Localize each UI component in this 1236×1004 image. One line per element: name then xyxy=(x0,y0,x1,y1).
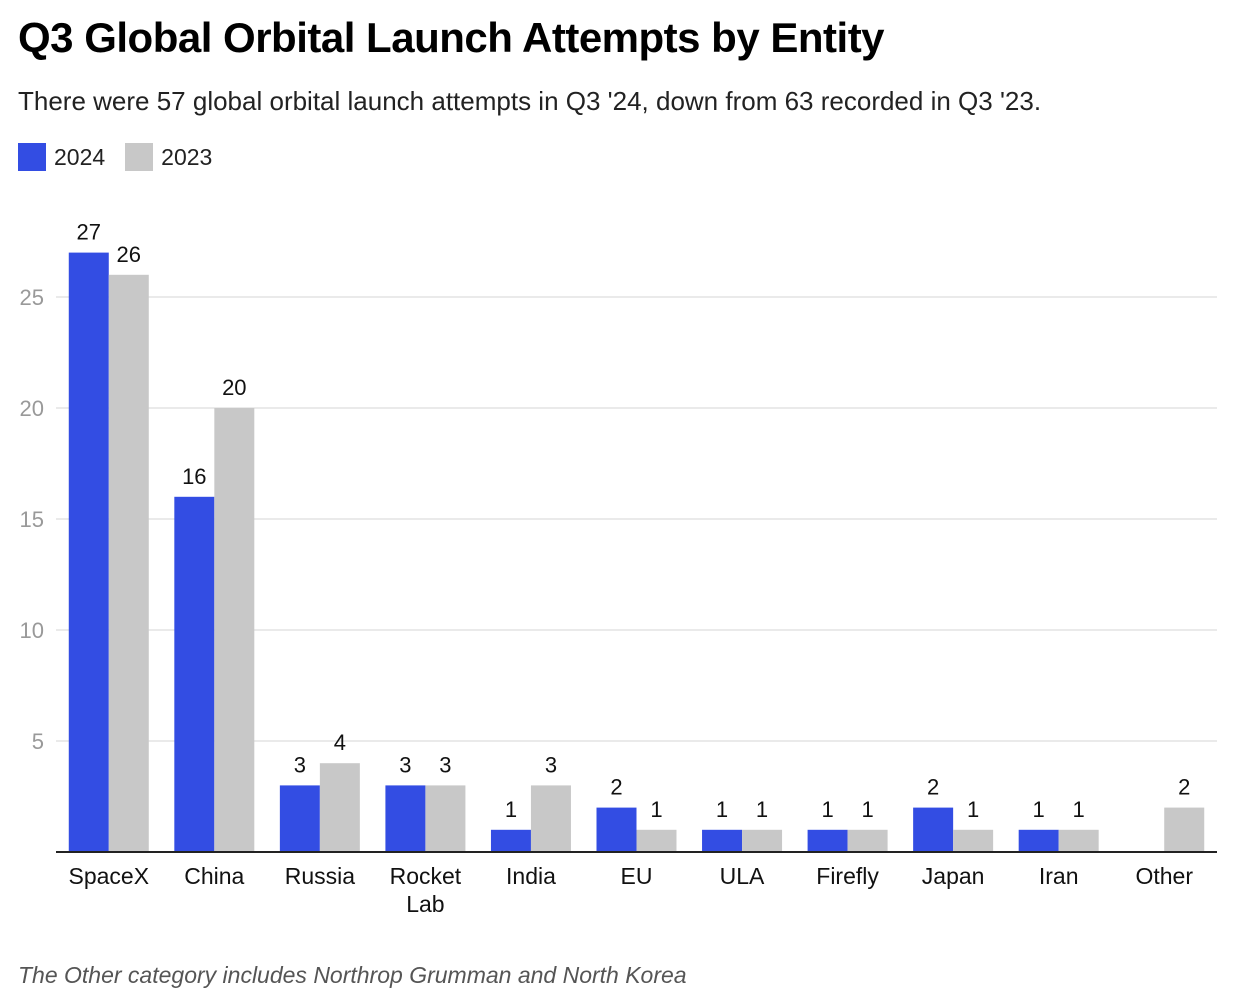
legend-item-2023: 2023 xyxy=(125,143,212,171)
chart-subtitle: There were 57 global orbital launch atte… xyxy=(18,86,1042,116)
data-label-other-2023: 2 xyxy=(1178,775,1190,800)
bar-ula-2024 xyxy=(702,829,743,852)
bar-spacex-2024 xyxy=(68,252,109,853)
bar-firefly-2023 xyxy=(847,829,888,852)
bar-spacex-2023 xyxy=(108,274,149,852)
x-tick-label-japan: Japan xyxy=(922,863,985,889)
bar-rocket-lab-2023 xyxy=(425,785,466,852)
data-label-china-2023: 20 xyxy=(222,375,246,400)
bar-india-2024 xyxy=(490,829,531,852)
data-label-spacex-2024: 27 xyxy=(77,220,101,245)
chart-footnote: The Other category includes Northrop Gru… xyxy=(18,962,687,988)
x-tick-label-rocket-lab-1: Rocket xyxy=(390,863,462,889)
bar-chart: 5 10 15 20 25 27 26 SpaceX 16 20 China 3 4 Russia 3 3 Ro… xyxy=(20,220,1217,917)
data-label-japan-2024: 2 xyxy=(927,775,939,800)
bar-rocket-lab-2024 xyxy=(385,785,426,852)
chart-title: Q3 Global Orbital Launch Attempts by Ent… xyxy=(18,14,885,61)
data-label-ula-2023: 1 xyxy=(756,797,768,822)
legend-swatch-2023 xyxy=(125,143,154,171)
bar-russia-2024 xyxy=(279,785,320,852)
data-label-russia-2024: 3 xyxy=(294,752,306,777)
legend-label-2023: 2023 xyxy=(161,143,213,170)
data-label-iran-2024: 1 xyxy=(1033,797,1045,822)
bar-russia-2023 xyxy=(319,763,360,852)
data-label-ula-2024: 1 xyxy=(716,797,728,822)
bar-eu-2023 xyxy=(636,829,677,852)
bar-china-2024 xyxy=(174,496,215,852)
x-tick-label-rocket-lab-2: Lab xyxy=(406,891,444,917)
data-label-china-2024: 16 xyxy=(182,464,206,489)
bar-japan-2023 xyxy=(953,829,994,852)
data-label-eu-2024: 2 xyxy=(610,775,622,800)
data-label-spacex-2023: 26 xyxy=(117,242,141,267)
x-tick-label-russia: Russia xyxy=(285,863,356,889)
data-label-japan-2023: 1 xyxy=(967,797,979,822)
data-label-iran-2023: 1 xyxy=(1073,797,1085,822)
x-tick-label-eu: EU xyxy=(621,863,653,889)
data-label-rocket-lab-2024: 3 xyxy=(399,752,411,777)
x-tick-label-other: Other xyxy=(1135,863,1193,889)
legend: 2024 2023 xyxy=(18,143,232,171)
x-tick-label-iran: Iran xyxy=(1039,863,1079,889)
data-label-russia-2023: 4 xyxy=(334,730,346,755)
bar-japan-2024 xyxy=(913,807,954,852)
data-label-eu-2023: 1 xyxy=(650,797,662,822)
data-label-india-2024: 1 xyxy=(505,797,517,822)
data-label-rocket-lab-2023: 3 xyxy=(439,752,451,777)
y-tick-label-25: 25 xyxy=(20,285,44,310)
legend-label-2024: 2024 xyxy=(54,143,106,170)
bar-india-2023 xyxy=(530,785,571,852)
legend-item-2024: 2024 xyxy=(18,143,105,171)
bar-other-2023 xyxy=(1164,807,1205,852)
data-label-firefly-2024: 1 xyxy=(821,797,833,822)
x-tick-label-india: India xyxy=(506,863,556,889)
x-tick-label-spacex: SpaceX xyxy=(68,863,149,889)
x-tick-label-ula: ULA xyxy=(720,863,765,889)
bar-ula-2023 xyxy=(742,829,783,852)
data-label-firefly-2023: 1 xyxy=(861,797,873,822)
legend-swatch-2024 xyxy=(18,143,46,171)
y-tick-label-15: 15 xyxy=(20,507,44,532)
x-tick-label-china: China xyxy=(184,863,244,889)
y-tick-label-20: 20 xyxy=(20,396,44,421)
bar-eu-2024 xyxy=(596,807,637,852)
x-tick-label-firefly: Firefly xyxy=(816,863,879,889)
y-tick-label-5: 5 xyxy=(32,729,44,754)
bar-iran-2024 xyxy=(1018,829,1059,852)
bar-firefly-2024 xyxy=(807,829,848,852)
y-tick-label-10: 10 xyxy=(20,618,44,643)
bar-iran-2023 xyxy=(1058,829,1099,852)
bar-china-2023 xyxy=(214,408,255,852)
data-label-india-2023: 3 xyxy=(545,752,557,777)
